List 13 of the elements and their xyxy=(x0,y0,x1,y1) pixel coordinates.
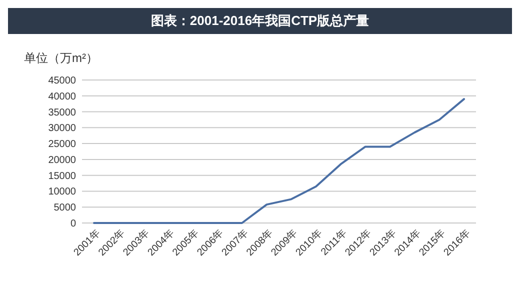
y-tick-label: 20000 xyxy=(48,154,76,166)
y-tick-label: 45000 xyxy=(48,76,76,86)
y-tick-label: 35000 xyxy=(48,107,76,118)
y-tick-label: 30000 xyxy=(48,123,76,134)
y-tick-label: 40000 xyxy=(48,91,76,102)
y-tick-label: 10000 xyxy=(48,186,76,198)
y-tick-label: 25000 xyxy=(48,139,76,150)
y-axis-title: 单位（万m²） xyxy=(24,51,98,65)
y-tick-label: 5000 xyxy=(54,202,76,214)
y-tick-label: 0 xyxy=(70,218,76,230)
y-tick-label: 15000 xyxy=(48,170,76,182)
line-series xyxy=(93,98,465,224)
chart-title: 图表：2001-2016年我国CTP版总产量 xyxy=(150,13,370,28)
